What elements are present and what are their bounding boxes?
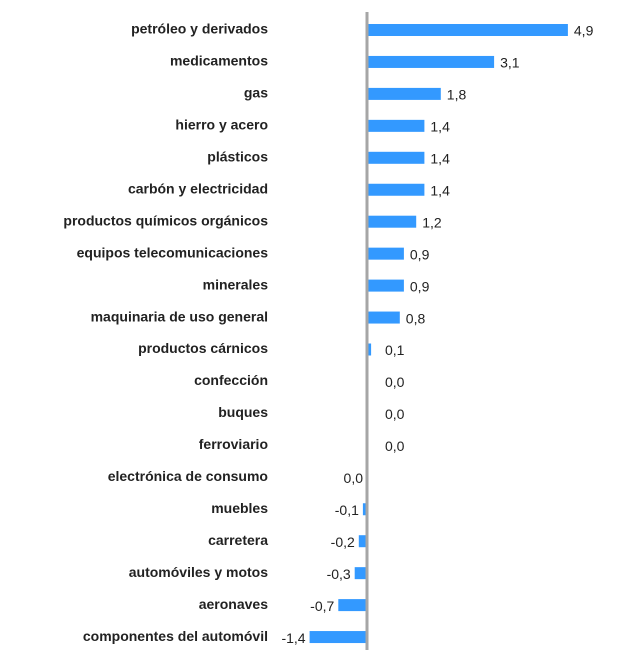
category-label: gas	[244, 85, 268, 101]
value-label: 1,4	[430, 151, 450, 167]
category-label: plásticos	[207, 149, 268, 165]
category-label: ferroviario	[199, 436, 268, 452]
value-label: -0,7	[310, 598, 334, 614]
bar	[309, 631, 367, 644]
category-label: maquinaria de uso general	[91, 308, 268, 324]
category-label: medicamentos	[170, 53, 268, 69]
value-label: 0,1	[385, 342, 405, 358]
bar	[367, 183, 425, 196]
value-label: 1,4	[430, 119, 450, 135]
value-label: 0,0	[385, 438, 405, 454]
value-label: 1,4	[430, 182, 450, 198]
bar	[367, 119, 425, 132]
value-label: 0,9	[410, 246, 430, 262]
value-label: 1,8	[447, 87, 467, 103]
category-label: muebles	[211, 500, 268, 516]
value-label: 0,0	[385, 406, 405, 422]
category-label: hierro y acero	[175, 117, 268, 133]
category-label: confección	[194, 372, 268, 388]
category-label: buques	[218, 404, 268, 420]
category-label: aeronaves	[199, 596, 268, 612]
category-label: productos cárnicos	[138, 340, 268, 356]
bar	[367, 87, 441, 100]
value-label: 3,1	[500, 55, 520, 71]
category-label: petróleo y derivados	[131, 21, 268, 37]
value-label: 4,9	[574, 23, 594, 39]
bar	[362, 503, 367, 516]
category-label: minerales	[203, 276, 269, 292]
bar	[367, 151, 425, 164]
value-label: 0,8	[406, 310, 426, 326]
bar	[338, 599, 367, 612]
value-label: -0,1	[335, 502, 359, 518]
value-label: 0,9	[410, 278, 430, 294]
category-label: electrónica de consumo	[108, 468, 268, 484]
bar	[367, 215, 417, 228]
category-label: productos químicos orgánicos	[63, 212, 268, 228]
bar	[367, 311, 400, 324]
value-label: 1,2	[422, 214, 442, 230]
bar	[367, 343, 372, 356]
bar	[358, 535, 367, 548]
category-label: carbón y electricidad	[128, 180, 268, 196]
value-label: -1,4	[281, 630, 305, 646]
category-label: equipos telecomunicaciones	[77, 244, 269, 260]
bar	[367, 24, 568, 36]
bar	[354, 567, 367, 580]
value-label: -0,3	[327, 566, 351, 582]
bar	[367, 247, 404, 260]
bar	[367, 279, 404, 292]
bar	[367, 55, 495, 68]
value-label: 0,0	[385, 374, 405, 390]
value-label: -0,2	[331, 534, 355, 550]
category-label: componentes del automóvil	[83, 628, 268, 644]
value-label: 0,0	[344, 470, 364, 486]
category-label: carretera	[208, 532, 268, 548]
category-label: automóviles y motos	[129, 564, 268, 580]
